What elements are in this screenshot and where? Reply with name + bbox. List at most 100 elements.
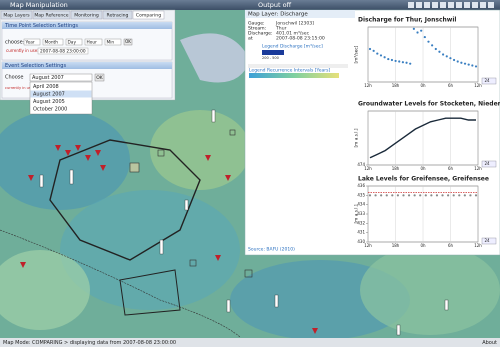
tab[interactable]: [70, 10, 103, 20]
event-selected[interactable]: August 2007: [32, 75, 64, 81]
x-tick-label: 12h: [474, 243, 482, 248]
data-point: [394, 59, 397, 63]
info-value: 2007-08-08 23:15:00: [276, 36, 325, 42]
layer-name: Map Layer: Discharge: [248, 12, 308, 18]
legend-range: 200 - 500: [262, 56, 279, 60]
output-toggle[interactable]: Output off: [258, 1, 292, 9]
tab[interactable]: [132, 10, 165, 20]
time-select[interactable]: [65, 38, 83, 46]
data-point: [412, 27, 415, 30]
data-point: [474, 65, 478, 68]
label: Choose: [5, 75, 23, 81]
source: Source: BAFU (2010): [248, 247, 295, 253]
x-tick-label: 12h: [364, 243, 372, 248]
legend-title: Legend Recurrence Intervals [Years]: [249, 68, 330, 74]
note: currently in use: [5, 86, 34, 90]
data-point: [441, 194, 444, 197]
time-field[interactable]: Day: [68, 40, 77, 46]
ok-label[interactable]: OK: [96, 75, 104, 81]
data-point: [383, 56, 386, 59]
data-point: [471, 64, 474, 67]
period-select[interactable]: [481, 237, 497, 245]
data-line: [369, 117, 476, 159]
title: Map Manipulation: [10, 1, 68, 9]
y-tick-label: 433: [357, 211, 365, 216]
tab-label[interactable]: Comparing: [136, 13, 161, 19]
x-tick-label: 18h: [392, 243, 400, 248]
chart-title: Lake Levels for Greifensee, Greifensee: [358, 176, 489, 183]
y-tick-label: 434: [357, 202, 365, 207]
time-field[interactable]: Min: [107, 40, 115, 46]
ok-label[interactable]: OK: [125, 39, 131, 44]
data-point: [405, 61, 408, 64]
data-point: [452, 58, 456, 62]
time-select[interactable]: [104, 38, 122, 46]
time-select[interactable]: [23, 38, 41, 46]
tab[interactable]: [102, 10, 133, 20]
data-point: [458, 194, 461, 197]
x-tick-label: 12h: [474, 83, 482, 88]
status-text: Map Mode: COMPARING > displaying data fr…: [3, 340, 176, 346]
time-select[interactable]: [42, 38, 64, 46]
chart-title: Groundwater Levels for Stocketen, Nieder…: [358, 101, 500, 108]
toolbar[interactable]: [408, 2, 494, 8]
time-field[interactable]: Hour: [87, 40, 98, 46]
period-label[interactable]: 24: [484, 161, 490, 166]
period-select[interactable]: [481, 160, 497, 168]
x-tick-label: 12h: [364, 83, 372, 88]
x-tick-label: 12h: [364, 166, 372, 171]
tab-label[interactable]: Retracing: [107, 13, 129, 19]
ok-button[interactable]: [94, 73, 105, 82]
tab[interactable]: [0, 10, 33, 20]
period-label[interactable]: 24: [484, 238, 490, 243]
in-use-time: 2007-08-08 23:00:00: [40, 49, 86, 55]
x-tick-label: 18h: [392, 83, 400, 88]
data-point: [430, 194, 433, 197]
data-point: [423, 35, 426, 39]
dropdown-option[interactable]: August 2007: [33, 92, 65, 98]
section-title: Time Point Selection Settings: [4, 23, 78, 29]
dropdown-option[interactable]: October 2000: [33, 107, 67, 113]
data-point: [380, 194, 383, 197]
info-label: Discharge:: [248, 31, 273, 37]
data-point: [474, 194, 478, 197]
info-value: 401.01 m³/sec: [276, 31, 310, 37]
y-tick-label: 436: [357, 183, 365, 188]
legend-swatch: [249, 73, 339, 78]
data-point: [396, 194, 399, 197]
period-select[interactable]: [481, 77, 497, 85]
x-tick-label: 0h: [420, 166, 426, 171]
event-select[interactable]: [29, 73, 93, 82]
y-tick-label: 432: [357, 220, 365, 225]
about-link[interactable]: About: [482, 340, 497, 346]
time-field[interactable]: Month: [45, 40, 59, 46]
data-point: [416, 31, 419, 34]
data-point: [449, 57, 452, 60]
info-label: Stream:: [248, 26, 267, 32]
dropdown[interactable]: [29, 81, 93, 115]
period-label[interactable]: 24: [484, 78, 490, 83]
time-field[interactable]: Year: [25, 40, 35, 46]
data-point: [390, 58, 394, 62]
tab-label[interactable]: Map Layers: [3, 13, 30, 19]
data-point: [379, 54, 383, 57]
data-point: [463, 194, 466, 197]
time-select[interactable]: [84, 38, 103, 46]
data-point: [387, 57, 390, 61]
data-point: [445, 55, 448, 58]
x-tick-label: 18h: [392, 166, 400, 171]
tab[interactable]: [32, 10, 71, 20]
data-point: [427, 40, 430, 43]
dropdown-option[interactable]: April 2008: [33, 84, 59, 90]
ok-button[interactable]: [123, 38, 133, 46]
section-header: [2, 22, 172, 29]
tab-label[interactable]: Monitoring: [74, 13, 99, 19]
data-point: [460, 61, 463, 64]
info-label: Gauge:: [248, 21, 265, 27]
data-point: [398, 60, 401, 63]
title-bar: [0, 0, 500, 10]
y-tick-label: 430: [357, 239, 365, 244]
dropdown-option[interactable]: August 2005: [33, 99, 65, 105]
data-point: [463, 62, 467, 65]
tab-label[interactable]: Map Reference: [34, 13, 68, 19]
